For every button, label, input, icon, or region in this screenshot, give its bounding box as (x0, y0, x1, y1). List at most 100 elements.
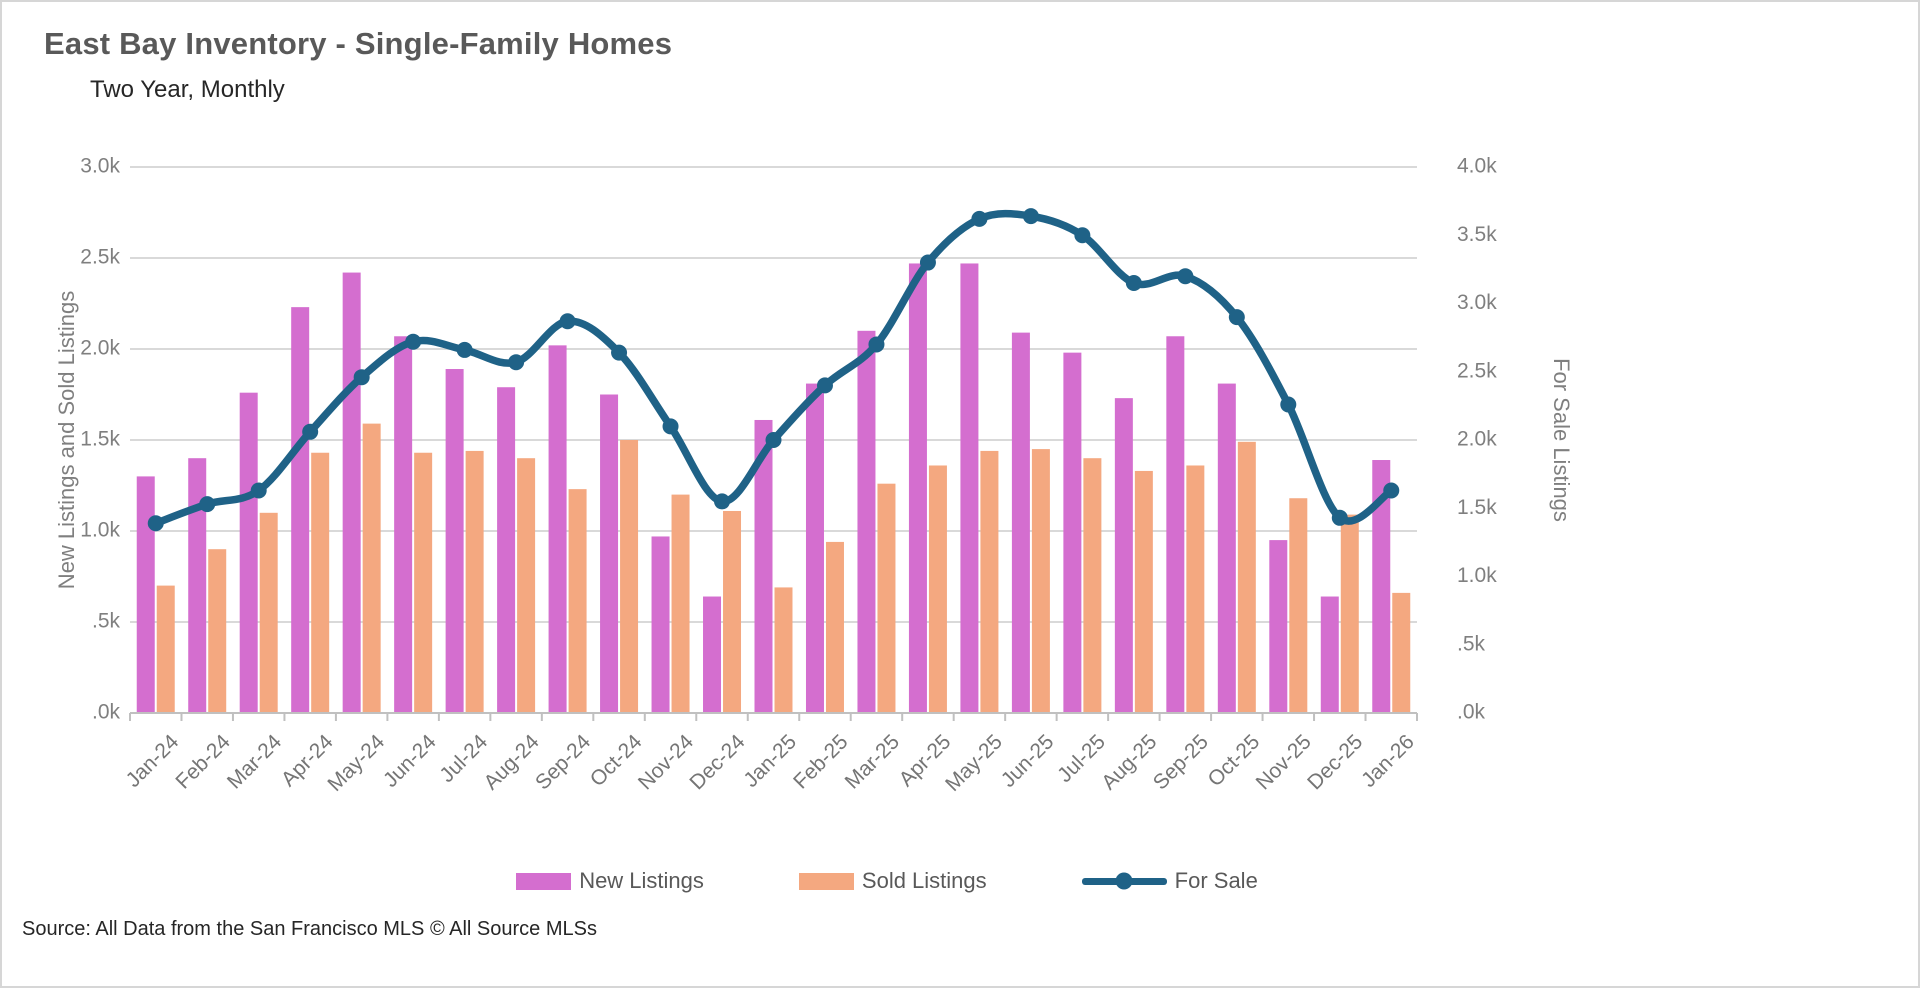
right-axis-tick: 1.0k (1457, 564, 1497, 587)
sold-listings-bar-Mar-25 (877, 483, 896, 713)
new-listings-bar-Apr-25 (908, 263, 927, 713)
x-axis-label-Sep-25: Sep-25 (1149, 730, 1213, 794)
new-listings-bar-Aug-24 (497, 387, 516, 713)
legend-item-sold-listings: Sold Listings (798, 868, 987, 894)
new-listings-bar-May-25 (960, 263, 979, 713)
sold-listings-bar-Mar-24 (259, 512, 278, 713)
for-sale-line (151, 209, 1396, 528)
for-sale-point-Jul-24 (456, 341, 473, 358)
x-axis-label-Feb-25: Feb-25 (789, 730, 852, 793)
legend-label-sold-listings: Sold Listings (861, 868, 987, 893)
new-listings-bar-Sep-25 (1166, 336, 1185, 713)
for-sale-point-Oct-25 (1228, 309, 1245, 326)
sold-listings-bar-Apr-25 (928, 465, 947, 713)
chart-canvas: .0k .5k 1.0k 1.5k 2.0k 2.5k 3.0k .0k .5k 1.0k 1.5k… (54, 155, 1574, 797)
right-axis-title: For Sale Listings (1549, 358, 1574, 522)
left-axis-tick: 2.5k (80, 246, 120, 269)
for-sale-point-Jan-24 (147, 515, 164, 532)
for-sale-point-Mar-24 (250, 482, 267, 499)
x-axis-label-Mar-24: Mar-24 (223, 730, 287, 794)
sold-listings-bar-Sep-25 (1186, 465, 1205, 713)
new-listings-bar-Feb-25 (805, 383, 824, 713)
new-listings-bar-Jun-25 (1011, 332, 1030, 713)
sold-listings-bar-Jul-25 (1083, 458, 1102, 713)
for-sale-point-Feb-24 (199, 496, 216, 513)
for-sale-point-Oct-24 (611, 344, 628, 361)
x-axis-label-Mar-25: Mar-25 (841, 730, 904, 793)
chart-legend: New Listings Sold Listings For Sale (102, 868, 1672, 894)
left-axis-tick: .0k (92, 701, 121, 724)
x-axis-label-Aug-25: Aug-25 (1097, 730, 1161, 794)
sold-listings-bar-May-24 (362, 423, 381, 713)
x-axis-label-Aug-24: Aug-24 (479, 730, 543, 794)
new-listings-bar-Mar-24 (239, 392, 258, 713)
left-axis-title: New Listings and Sold Listings (54, 291, 79, 589)
for-sale-point-May-25 (971, 210, 988, 227)
sold-listings-bar-Nov-24 (671, 494, 690, 713)
for-sale-point-Jun-24 (405, 333, 422, 350)
left-axis-tick: 3.0k (80, 155, 120, 178)
x-axis-label-May-25: May-25 (941, 730, 1007, 796)
new-listings-bar-Jan-26 (1372, 460, 1391, 713)
sold-listings-bar-Jul-24 (465, 450, 484, 713)
new-listings-bar-May-24 (342, 272, 361, 713)
for-sale-point-Dec-25 (1331, 509, 1348, 526)
sold-listings-bar-Oct-24 (620, 440, 639, 713)
sold-listings-bar-Aug-25 (1134, 470, 1153, 713)
right-axis-tick: 2.0k (1457, 428, 1497, 451)
left-axis-tick: .5k (92, 610, 121, 633)
for-sale-point-May-24 (353, 369, 370, 386)
sold-listings-bar-Sep-24 (568, 489, 587, 713)
left-axis-tick: 1.0k (80, 519, 120, 542)
sold-listings-bar-Feb-24 (208, 549, 227, 713)
legend-item-new-listings: New Listings (516, 868, 704, 894)
for-sale-point-Aug-25 (1125, 275, 1142, 292)
for-sale-point-Jun-25 (1022, 208, 1039, 225)
x-axis-label-Nov-25: Nov-25 (1252, 730, 1316, 794)
x-axis-label-Feb-24: Feb-24 (171, 730, 235, 794)
for-sale-point-Jan-25 (765, 432, 782, 448)
for-sale-point-Jan-26 (1383, 482, 1400, 499)
for-sale-line-swatch-icon (1081, 872, 1167, 890)
sold-listings-bar-Jan-24 (156, 585, 175, 713)
for-sale-point-Feb-25 (816, 377, 833, 394)
new-listings-bar-Sep-24 (548, 345, 567, 713)
for-sale-point-Mar-25 (868, 336, 885, 353)
sold-listings-bar-Jan-26 (1392, 592, 1411, 713)
sold-listings-bar-Oct-25 (1237, 441, 1256, 713)
x-axis-label-Dec-25: Dec-25 (1303, 730, 1367, 794)
new-listings-bar-Jan-24 (136, 476, 155, 713)
sold-listings-swatch-icon (798, 872, 854, 890)
sold-listings-bar-Jan-25 (774, 587, 793, 713)
new-listings-bar-Apr-24 (291, 307, 310, 713)
left-axis-tick: 1.5k (80, 428, 120, 451)
new-listings-bar-Dec-25 (1320, 596, 1339, 713)
sold-listings-bar-Dec-25 (1340, 514, 1359, 713)
new-listings-bar-Feb-24 (188, 458, 207, 713)
legend-item-for-sale: For Sale (1081, 868, 1258, 894)
x-axis-label-Dec-24: Dec-24 (685, 730, 749, 794)
x-axis-label-May-24: May-24 (323, 730, 389, 796)
sold-listings-bar-Jun-24 (414, 452, 433, 713)
for-sale-point-Nov-25 (1280, 396, 1297, 413)
new-listings-bar-Dec-24 (703, 596, 722, 713)
new-listings-bar-Jun-24 (394, 336, 413, 713)
right-axis-tick: 2.5k (1457, 359, 1497, 382)
right-axis-tick: 3.0k (1457, 291, 1497, 314)
for-sale-point-Jul-25 (1074, 227, 1091, 244)
sold-listings-bar-Aug-24 (517, 458, 536, 713)
x-axis-label-Nov-24: Nov-24 (634, 730, 698, 794)
legend-label-for-sale: For Sale (1174, 868, 1258, 893)
x-axis-label-Jun-25: Jun-25 (997, 730, 1059, 792)
sold-listings-bar-Jun-25 (1031, 449, 1050, 713)
for-sale-point-Apr-25 (919, 254, 936, 271)
right-axis-tick: 3.5k (1457, 223, 1497, 246)
x-axis-label-Jan-24: Jan-24 (122, 730, 184, 792)
legend-label-new-listings: New Listings (579, 868, 704, 893)
page-subtitle: Two Year, Monthly (90, 76, 285, 103)
sold-listings-bar-May-25 (980, 450, 999, 713)
new-listings-bar-Nov-24 (651, 536, 670, 713)
for-sale-point-Dec-24 (714, 493, 731, 510)
sold-listings-bar-Dec-24 (723, 510, 742, 713)
